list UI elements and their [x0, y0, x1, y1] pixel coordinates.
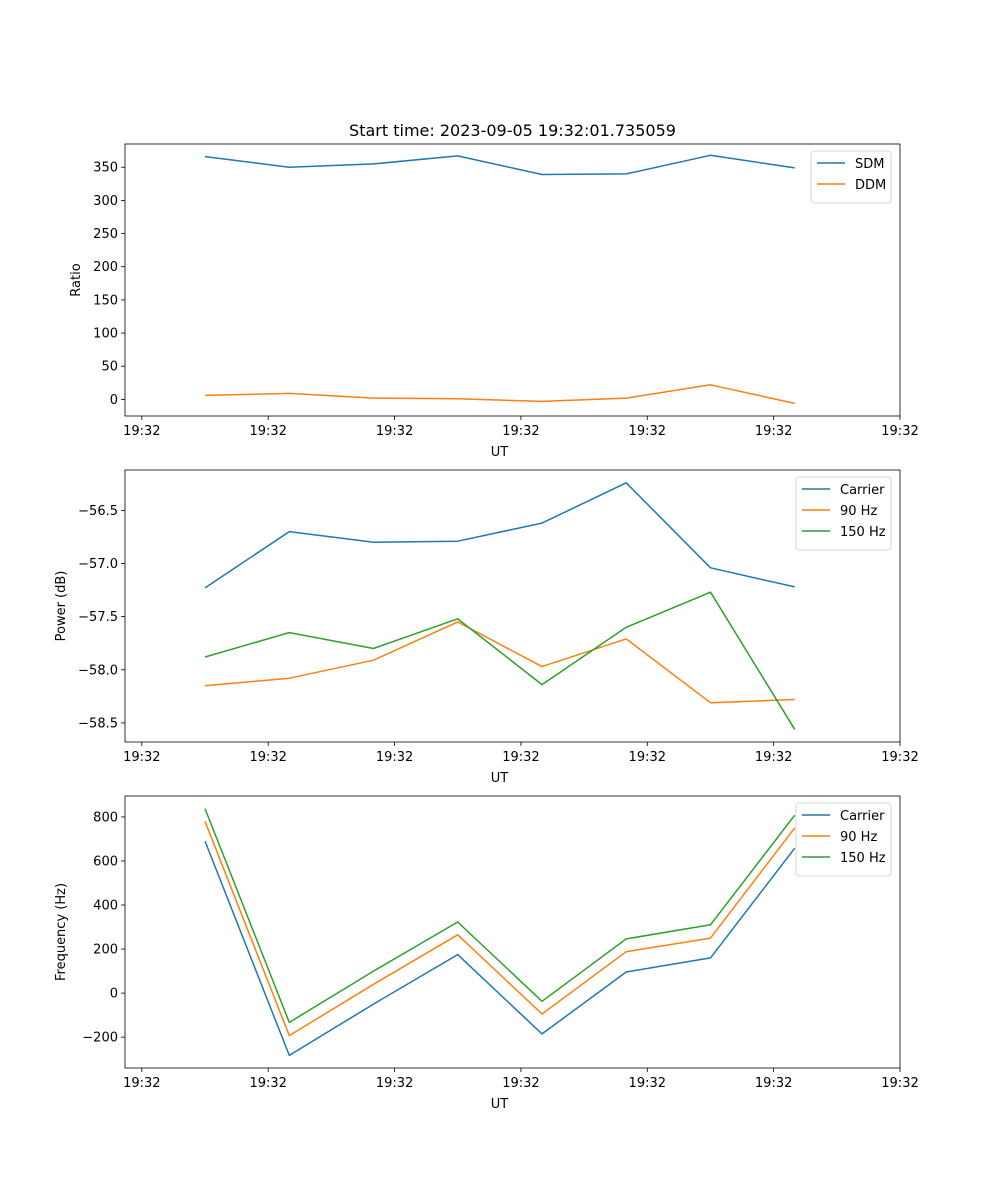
series-line-90-hz	[204, 621, 795, 704]
y-tick-label: −57.5	[78, 610, 118, 625]
x-tick-label: 19:32	[123, 750, 160, 765]
y-tick-label: 200	[93, 943, 118, 958]
y-tick-label: 50	[101, 360, 118, 375]
y-tick-label: 100	[93, 327, 118, 342]
x-tick-label: 19:32	[502, 424, 539, 439]
x-tick-label: 19:32	[881, 750, 918, 765]
x-axis-label: UT	[491, 445, 509, 460]
x-tick-label: 19:32	[249, 1076, 286, 1091]
series-line-carrier	[204, 840, 796, 1057]
x-tick-label: 19:32	[123, 424, 160, 439]
series-line-150-hz	[204, 591, 796, 730]
axes-frame	[124, 143, 901, 417]
series-line-150-hz	[204, 808, 796, 1024]
subplot-2: 19:32 19:32 19:32 19:32 19:32 19:32 19:32 −56.5…	[54, 469, 919, 786]
subplot-3: 19:32 19:32 19:32 19:32 19:32 19:32 19:32 −200 0…	[54, 795, 919, 1112]
x-tick-label: 19:32	[376, 424, 413, 439]
y-tick-label: 600	[93, 854, 118, 869]
series-line-ddm	[204, 384, 795, 405]
legend-label: DDM	[855, 178, 886, 193]
y-tick-label: 0	[110, 987, 118, 1002]
x-tick-label: 19:32	[502, 750, 539, 765]
legend: SDM DDM	[810, 150, 892, 204]
y-tick-label: −58.5	[78, 716, 118, 731]
legend-label: SDM	[855, 157, 884, 172]
series-line-carrier	[204, 482, 795, 589]
y-tick-label: 250	[93, 227, 118, 242]
y-tick-label: 0	[110, 393, 118, 408]
legend-box	[810, 150, 892, 204]
y-tick-label: 350	[93, 161, 118, 176]
axes-frame	[124, 795, 901, 1069]
y-tick-label: 200	[93, 260, 118, 275]
y-tick-label: −200	[82, 1031, 118, 1046]
x-tick-label: 19:32	[755, 424, 792, 439]
series-line-90-hz	[204, 821, 796, 1037]
legend-label: 90 Hz	[840, 504, 877, 519]
legend-label: 90 Hz	[840, 830, 877, 845]
x-tick-label: 19:32	[249, 750, 286, 765]
x-tick-label: 19:32	[629, 1076, 666, 1091]
x-tick-label: 19:32	[123, 1076, 160, 1091]
x-tick-label: 19:32	[376, 750, 413, 765]
x-axis-label: UT	[491, 771, 509, 786]
chart-title: Start time: 2023-09-05 19:32:01.735059	[349, 121, 676, 140]
y-tick-label: −57.0	[78, 557, 118, 572]
x-tick-label: 19:32	[881, 424, 918, 439]
y-axis-label: Ratio	[69, 263, 84, 296]
y-tick-label: 400	[93, 899, 118, 914]
y-tick-label: 800	[93, 810, 118, 825]
x-tick-label: 19:32	[502, 1076, 539, 1091]
y-tick-label: −56.5	[78, 504, 118, 519]
x-tick-label: 19:32	[629, 424, 666, 439]
subplot-1: 19:32 19:32 19:32 19:32 19:32 19:32 19:32 0 50 10…	[69, 121, 919, 460]
legend-label: 150 Hz	[840, 851, 886, 866]
legend-label: Carrier	[840, 809, 885, 824]
x-tick-label: 19:32	[376, 1076, 413, 1091]
legend-label: Carrier	[840, 483, 885, 498]
x-tick-label: 19:32	[755, 750, 792, 765]
x-tick-label: 19:32	[249, 424, 286, 439]
series-line-sdm	[204, 154, 795, 176]
y-axis-label: Power (dB)	[54, 571, 69, 642]
legend: Carrier 90 Hz 150 Hz	[795, 476, 892, 551]
axes-frame	[124, 469, 901, 743]
y-axis-label: Frequency (Hz)	[54, 883, 69, 981]
x-tick-label: 19:32	[629, 750, 666, 765]
x-axis-label: UT	[491, 1097, 509, 1112]
y-tick-label: 300	[93, 194, 118, 209]
x-tick-label: 19:32	[755, 1076, 792, 1091]
legend: Carrier 90 Hz 150 Hz	[795, 802, 892, 877]
x-tick-label: 19:32	[881, 1076, 918, 1091]
y-tick-label: −58.0	[78, 663, 118, 678]
y-tick-label: 150	[93, 293, 118, 308]
legend-label: 150 Hz	[840, 525, 886, 540]
